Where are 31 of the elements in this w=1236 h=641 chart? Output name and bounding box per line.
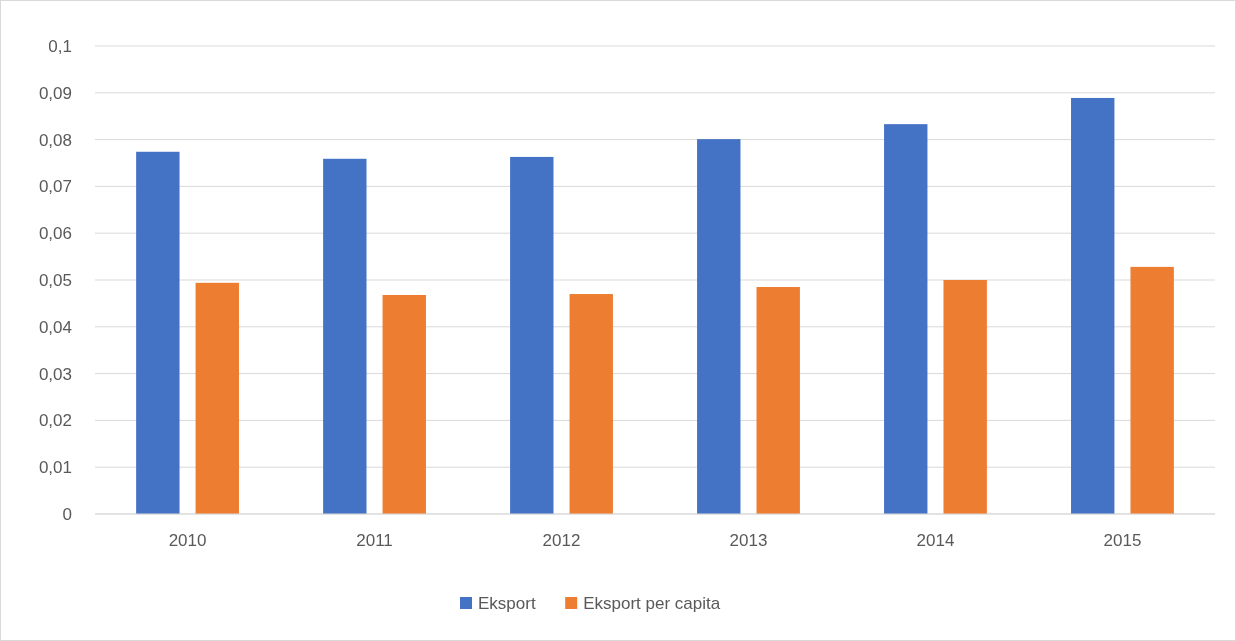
y-tick-label: 0,09 [38, 83, 72, 103]
bar [756, 287, 800, 514]
legend-label: Eksport [478, 593, 536, 613]
bar [697, 139, 741, 514]
bar [382, 294, 426, 514]
bar [569, 294, 613, 514]
y-tick-label: 0,01 [38, 458, 72, 478]
y-tick-label: 0,1 [48, 36, 72, 56]
bar [1071, 97, 1115, 514]
bar [136, 151, 180, 514]
bar [323, 158, 367, 514]
x-tick-label: 2012 [542, 531, 581, 550]
y-tick-label: 0,03 [38, 364, 72, 384]
y-tick-label: 0,05 [38, 270, 72, 290]
y-tick-label: 0,07 [38, 177, 72, 197]
bar [510, 156, 554, 514]
bar [884, 124, 928, 514]
x-tick-label: 2014 [916, 531, 955, 550]
x-tick-label: 2011 [356, 531, 393, 550]
x-tick-label: 2015 [1103, 531, 1142, 550]
y-tick-label: 0,04 [38, 317, 72, 337]
bar [1130, 266, 1174, 514]
y-tick-label: 0 [62, 504, 72, 524]
bar [943, 280, 987, 514]
x-tick-label: 2010 [168, 531, 207, 550]
y-tick-label: 0,08 [38, 130, 72, 150]
x-tick-label: 2013 [729, 531, 768, 550]
legend-label: Eksport per capita [583, 593, 721, 613]
y-tick-label: 0,06 [38, 224, 72, 244]
y-tick-label: 0,02 [38, 411, 72, 431]
bar [195, 282, 239, 514]
